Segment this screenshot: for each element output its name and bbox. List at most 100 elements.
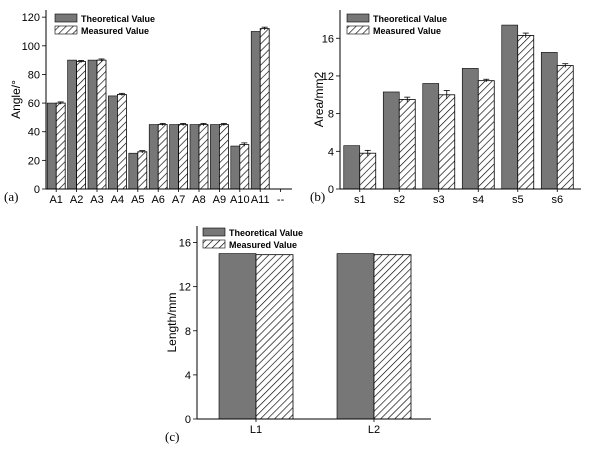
x-tick-label: A11 — [251, 194, 270, 206]
x-tick-label: A4 — [111, 194, 124, 206]
y-tick-label: 8 — [328, 109, 334, 121]
x-tick-label: s4 — [472, 194, 484, 206]
legend-label-measured: Measured Value — [373, 26, 441, 36]
y-tick-label: 0 — [34, 184, 40, 196]
theoretical-bar — [108, 95, 118, 190]
legend-label-theoretical: Theoretical Value — [373, 14, 447, 24]
y-tick-label: 60 — [28, 98, 40, 110]
x-tick-label: s3 — [433, 194, 445, 206]
legend-swatch-measured — [346, 25, 370, 35]
theoretical-bar — [422, 83, 440, 190]
theoretical-bar — [540, 52, 558, 190]
x-tick-label: s2 — [393, 194, 405, 206]
y-tick-label: 0 — [185, 414, 191, 426]
measured-bar — [259, 28, 270, 190]
y-axis-label: Area/mm2 — [312, 72, 326, 128]
legend-label-theoretical: Theoretical Value — [229, 228, 303, 238]
measured-bar — [117, 94, 127, 190]
length-chart: L1 L2 0 4 8 12 16 Length/mm (c) Theoretical Value… — [165, 226, 431, 444]
theoretical-bar — [87, 59, 98, 190]
panel-label: (b) — [310, 189, 325, 204]
x-tick-label: A6 — [151, 194, 164, 206]
measured-bar — [198, 124, 209, 190]
legend-swatch-theoretical — [346, 13, 370, 23]
theoretical-bar — [189, 124, 200, 190]
y-tick-label: 40 — [28, 127, 40, 139]
y-tick-label: 8 — [185, 326, 191, 338]
y-tick-label: 0 — [328, 184, 334, 196]
legend: Theoretical Value Measured Value — [346, 13, 447, 36]
theoretical-bar — [46, 102, 57, 190]
measured-bar — [218, 124, 229, 190]
theoretical-bar — [218, 253, 257, 420]
measured-bar — [438, 94, 456, 190]
legend-swatch-theoretical — [54, 13, 78, 23]
x-tick-label: A7 — [172, 194, 185, 206]
measured-bar — [178, 124, 189, 190]
angle-chart: A1 A2 A3 A4 A5 A6 A7 A8 A9 A10 A11 -- 0 20 40 60 80 100 12… — [4, 10, 292, 206]
x-tick-label: A10 — [230, 194, 250, 206]
y-tick-label: 12 — [179, 282, 191, 294]
measured-bar — [137, 151, 148, 190]
x-tick-label: s1 — [354, 194, 366, 206]
x-tick-label: A3 — [90, 194, 103, 206]
theoretical-bar — [461, 68, 479, 190]
measured-bar — [255, 254, 294, 420]
measured-bar — [556, 65, 574, 190]
legend-swatch-measured — [202, 239, 226, 249]
y-tick-label: 4 — [328, 146, 334, 158]
legend-swatch-measured — [54, 25, 78, 35]
x-tick-label: s6 — [551, 194, 563, 206]
measured-bar — [55, 102, 66, 190]
theoretical-bar — [210, 124, 220, 190]
x-tick-label: A5 — [131, 194, 144, 206]
x-tick-label: L1 — [250, 424, 262, 436]
theoretical-bar — [148, 124, 159, 190]
y-axis-label: Angle/° — [9, 80, 23, 119]
measured-bar — [239, 144, 250, 190]
measured-bar — [477, 80, 495, 190]
measured-bar — [157, 124, 168, 190]
theoretical-bar — [336, 253, 375, 420]
theoretical-bar — [501, 24, 519, 190]
x-tick-label: A1 — [49, 194, 62, 206]
y-tick-label: 16 — [322, 33, 334, 45]
y-axis-label: Length/mm — [165, 292, 179, 352]
theoretical-bar — [128, 152, 139, 190]
legend-label-theoretical: Theoretical Value — [81, 14, 155, 24]
measured-bar — [76, 61, 86, 190]
y-tick-label: 16 — [179, 238, 191, 250]
legend-swatch-theoretical — [202, 227, 226, 237]
y-tick-label: 80 — [28, 69, 40, 81]
measured-bar — [373, 254, 412, 420]
theoretical-bar — [343, 145, 361, 190]
legend-label-measured: Measured Value — [81, 26, 149, 36]
theoretical-bar — [382, 91, 400, 190]
y-tick-label: 20 — [28, 155, 40, 167]
measured-bar — [517, 35, 535, 190]
measured-bar — [96, 59, 107, 190]
legend: Theoretical Value Measured Value — [202, 227, 303, 250]
area-chart: s1 s2 s3 s4 s5 s6 0 4 8 12 16 Area/mm2 (b) Theoretica… — [310, 10, 581, 206]
measured-bar — [359, 152, 377, 190]
panel-label: (a) — [4, 189, 18, 204]
legend-label-measured: Measured Value — [229, 240, 297, 250]
panel-label: (c) — [165, 429, 179, 444]
y-tick-label: 100 — [22, 41, 40, 53]
x-tick-label: A8 — [192, 194, 205, 206]
legend: Theoretical Value Measured Value — [54, 13, 155, 36]
theoretical-bar — [250, 31, 261, 190]
y-tick-label: 4 — [185, 370, 191, 382]
x-tick-label: -- — [277, 194, 285, 206]
theoretical-bar — [230, 145, 241, 190]
x-tick-label: A2 — [70, 194, 83, 206]
x-tick-label: A9 — [213, 194, 226, 206]
x-tick-label: L2 — [368, 424, 380, 436]
measured-bar — [398, 99, 416, 190]
theoretical-bar — [169, 124, 179, 190]
y-tick-label: 12 — [322, 71, 334, 83]
x-tick-label: s5 — [512, 194, 524, 206]
y-tick-label: 120 — [22, 12, 40, 24]
theoretical-bar — [67, 59, 77, 190]
